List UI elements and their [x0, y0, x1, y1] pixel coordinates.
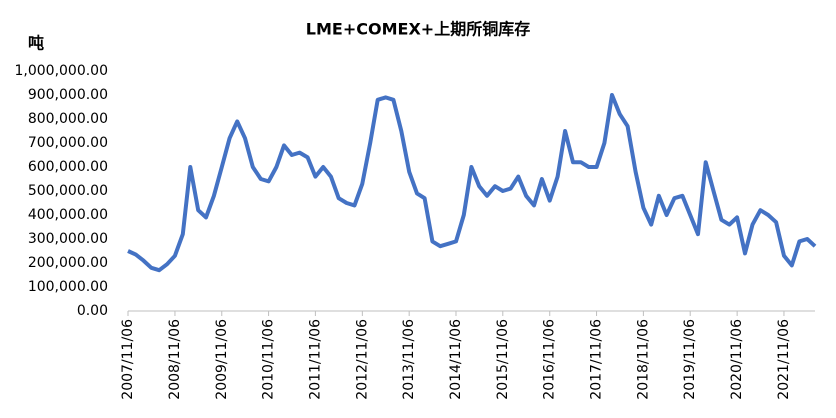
x-tick-label: 2019/11/06 [682, 319, 698, 400]
chart-title: LME+COMEX+上期所铜库存 [306, 20, 530, 39]
x-tick-label: 2016/11/06 [542, 319, 558, 400]
x-tick-label: 2017/11/06 [589, 319, 605, 400]
x-tick-label: 2009/11/06 [214, 319, 230, 400]
x-tick-label: 2010/11/06 [261, 319, 277, 400]
x-tick-label: 2014/11/06 [448, 319, 464, 400]
y-tick-label: 400,000.00 [28, 207, 108, 223]
y-tick-label: 1,000,000.00 [14, 63, 108, 79]
y-axis-label: 吨 [28, 34, 44, 53]
y-tick-label: 700,000.00 [28, 135, 108, 151]
x-tick-label: 2018/11/06 [635, 319, 651, 400]
x-tick-label: 2013/11/06 [401, 319, 417, 400]
y-tick-label: 500,000.00 [28, 183, 108, 199]
y-tick-label: 900,000.00 [28, 87, 108, 103]
y-tick-label: 0.00 [77, 303, 108, 319]
x-tick-label: 2012/11/06 [354, 319, 370, 400]
y-tick-label: 800,000.00 [28, 111, 108, 127]
x-tick-label: 2011/11/06 [307, 319, 323, 400]
x-tick-label: 2008/11/06 [167, 319, 183, 400]
x-tick-label: 2015/11/06 [495, 319, 511, 400]
y-tick-label: 100,000.00 [28, 279, 108, 295]
x-tick-label: 2021/11/06 [776, 319, 792, 400]
x-tick-label: 2007/11/06 [120, 319, 136, 400]
y-tick-label: 300,000.00 [28, 231, 108, 247]
data-line [127, 93, 817, 273]
x-tick-label: 2020/11/06 [729, 319, 745, 400]
y-tick-label: 600,000.00 [28, 159, 108, 175]
y-tick-label: 200,000.00 [28, 255, 108, 271]
